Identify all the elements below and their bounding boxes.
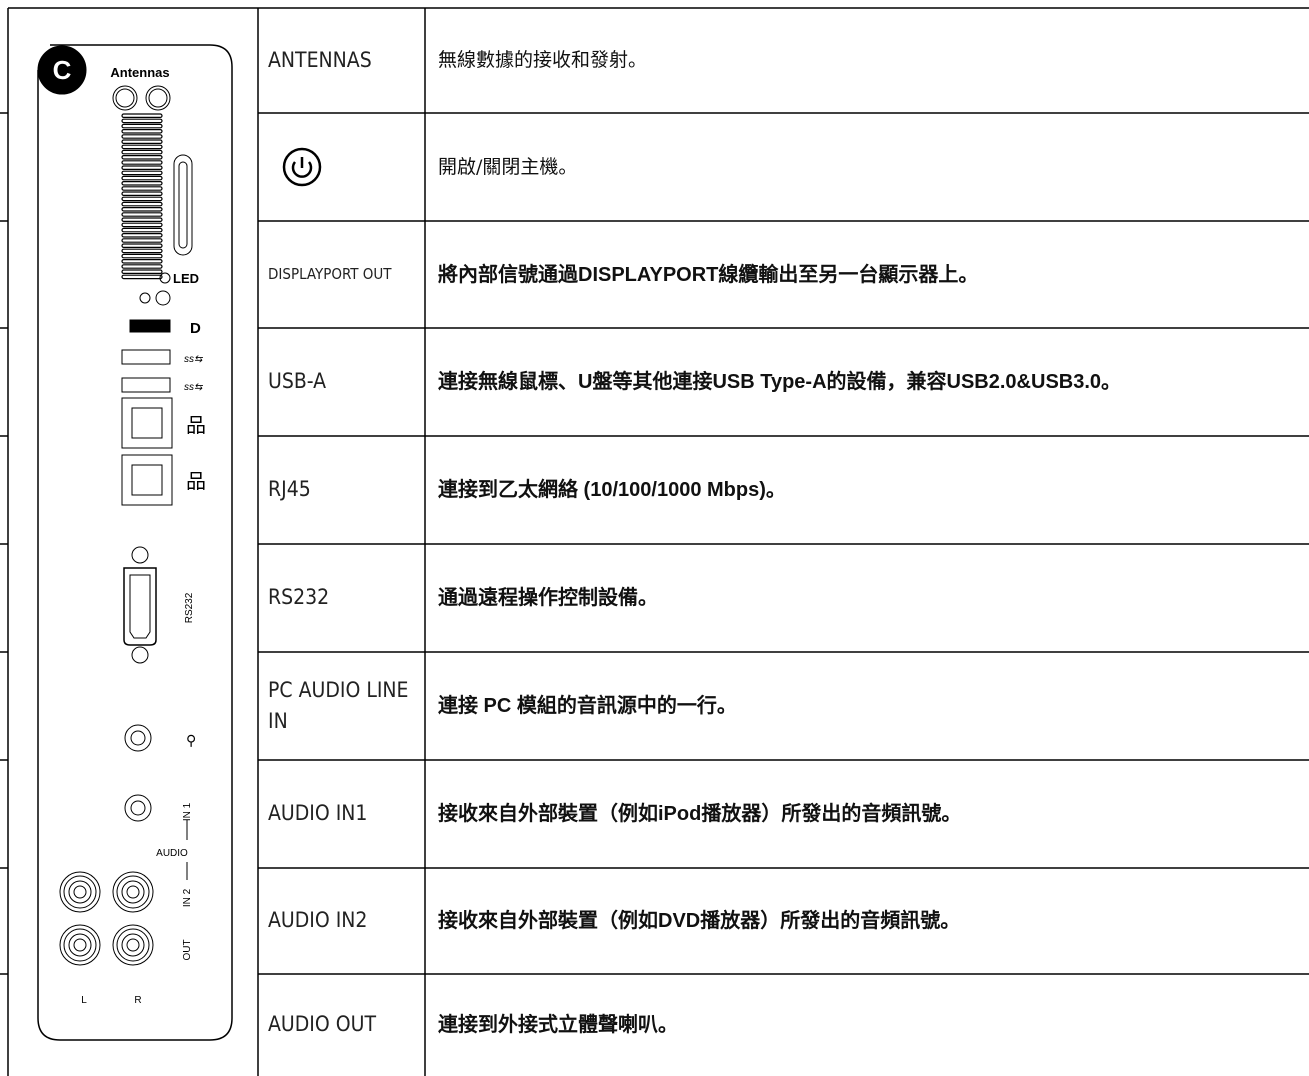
svg-text:品: 品 xyxy=(186,471,206,493)
port-description: 無線數據的接收和發射。 xyxy=(438,49,648,72)
svg-text:ss⇆: ss⇆ xyxy=(184,382,204,393)
port-description: 接收來自外部裝置（例如iPod播放器）所發出的音頻訊號。 xyxy=(438,803,962,825)
svg-text:品: 品 xyxy=(186,415,206,437)
in2-label: IN 2 xyxy=(182,888,193,907)
port-name: AUDIO OUT xyxy=(268,1012,376,1037)
power-icon xyxy=(282,147,322,187)
port-description: 連接 PC 模組的音訊源中的一行。 xyxy=(438,695,737,717)
port-description: 開啟/關閉主機。 xyxy=(438,155,578,178)
port-name: RJ45 xyxy=(268,477,311,502)
rs232-label: RS232 xyxy=(184,592,195,623)
svg-text:ss⇆: ss⇆ xyxy=(184,354,204,365)
led-label: LED xyxy=(173,271,199,286)
svg-text:D: D xyxy=(190,320,201,337)
port-description: 將內部信號通過DISPLAYPORT線纜輸出至另一台顯示器上。 xyxy=(438,263,979,286)
audio-label: AUDIO xyxy=(156,848,188,859)
port-description: 連接無線鼠標、U盤等其他連接USB Type-A的設備，兼容USB2.0&USB… xyxy=(438,371,1122,393)
out-label: OUT xyxy=(182,939,193,960)
port-name: AUDIO IN2 xyxy=(268,908,368,933)
port-name: AUDIO IN1 xyxy=(268,801,368,826)
port-description: 連接到乙太網絡 (10/100/1000 Mbps)。 xyxy=(438,479,786,501)
port-name: RS232 xyxy=(268,585,330,610)
port-name: USB-A xyxy=(268,369,327,394)
right-label: R xyxy=(134,995,141,1006)
port-description: 連接到外接式立體聲喇叭。 xyxy=(438,1014,678,1036)
port-description: 接收來自外部裝置（例如DVD播放器）所發出的音頻訊號。 xyxy=(438,910,961,932)
port-name: DISPLAYPORT OUT xyxy=(268,265,392,283)
antennas-label: Antennas xyxy=(110,65,169,80)
left-label: L xyxy=(81,995,87,1006)
svg-text:⚲: ⚲ xyxy=(186,732,196,748)
port-name: PC AUDIO LINE IN xyxy=(268,677,409,734)
in1-label: IN 1 xyxy=(182,802,193,821)
port-description: 通過遠程操作控制設備。 xyxy=(438,587,658,609)
port-name: ANTENNAS xyxy=(268,47,372,72)
badge: C xyxy=(53,55,72,85)
